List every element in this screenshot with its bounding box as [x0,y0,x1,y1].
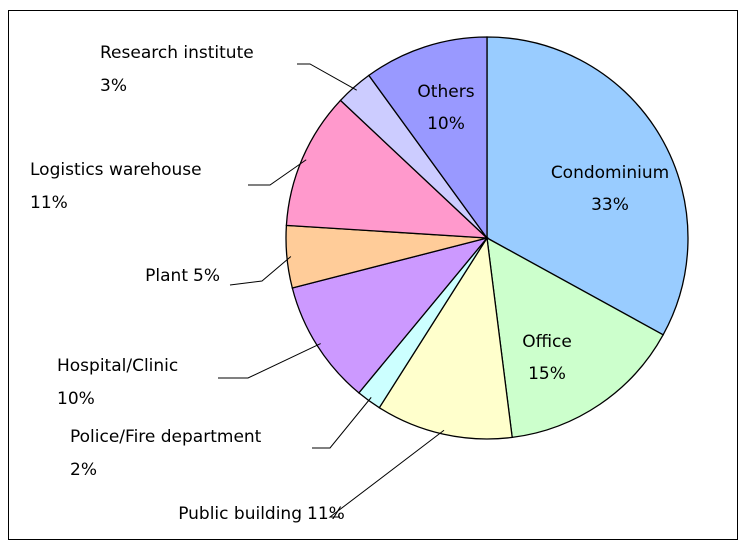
slice-label: Plant [145,266,188,286]
leader-line [218,343,321,379]
pie-slice [378,236,513,440]
leader-line [297,63,357,91]
slice-label: Others [417,82,474,102]
leader-line [312,397,372,449]
slice-label: Research institute [100,43,254,63]
slice-label: Police/Fire department [70,427,262,447]
pie-slice [486,36,689,336]
pie-slice [486,236,665,439]
slice-value-label: 2% [70,460,97,480]
slice-label: Office [522,332,572,352]
slice-value-label: 3% [100,76,127,96]
slice-value-label: 15% [528,364,566,384]
leader-line [229,256,292,286]
slice-value-label: 11% [307,504,345,524]
pie-slice [285,99,489,239]
slice-label: Public building [178,504,302,524]
slice-label: Condominium [551,163,669,183]
slice-value-label: 11% [30,193,68,213]
slice-value-label: 33% [591,195,629,215]
slice-label: Hospital/Clinic [57,356,178,376]
slice-value-label: 10% [57,389,95,409]
pie-slice [367,36,488,241]
slice-label: Logistics warehouse [30,160,202,180]
slice-value-label: 10% [427,114,465,134]
leader-line [328,429,445,518]
leader-line [248,159,307,186]
slice-value-label: 5% [193,266,220,286]
